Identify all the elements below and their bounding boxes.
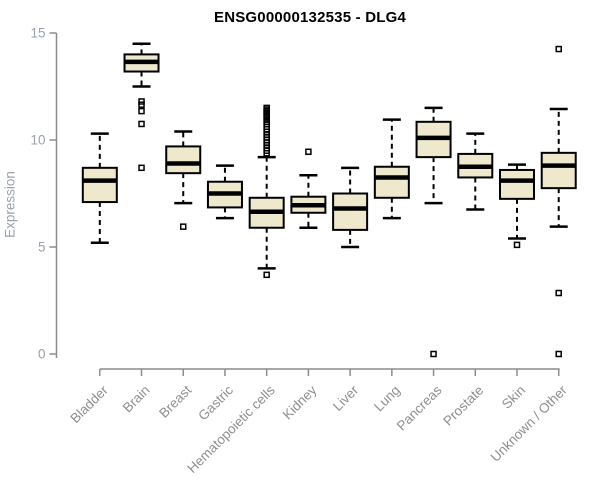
outlier-point — [513, 241, 521, 249]
outlier-point — [555, 350, 562, 358]
boxplot-bladder — [81, 132, 118, 244]
outlier-point — [263, 271, 270, 279]
boxplot-kidney — [290, 148, 327, 229]
iqr-box — [165, 145, 202, 175]
boxplot-breast — [165, 130, 202, 230]
x-tick-label-bladder: Bladder — [67, 382, 111, 426]
y-tick-label: 15 — [30, 26, 45, 41]
boxplot-lung — [373, 118, 410, 220]
iqr-box — [332, 192, 369, 231]
outlier-point — [138, 120, 145, 128]
boxplot-prostate — [457, 132, 494, 211]
chart-title: ENSG00000132535 - DLG4 — [213, 9, 406, 26]
x-tick-label-unknown-other: Unknown / Other — [488, 382, 571, 465]
iqr-box — [81, 166, 118, 204]
x-tick-label-breast: Breast — [156, 382, 194, 420]
outlier-point — [138, 101, 145, 108]
x-tick-label-lung: Lung — [371, 383, 403, 415]
iqr-box — [373, 165, 410, 199]
outlier-point — [555, 289, 562, 297]
boxplot-hematopoietic-cells — [248, 104, 285, 279]
boxplot-skin — [499, 163, 535, 249]
outlier-point — [179, 223, 187, 230]
x-tick-label-brain: Brain — [120, 383, 153, 416]
outlier-point — [263, 150, 270, 157]
y-tick-label: 5 — [38, 240, 46, 255]
x-tick-label-gastric: Gastric — [195, 382, 236, 423]
y-tick-label: 0 — [38, 347, 46, 362]
x-tick-label-skin: Skin — [499, 383, 528, 412]
outlier-point — [555, 45, 562, 53]
y-axis: 0 5 10 15 — [30, 26, 58, 362]
boxplot-brain — [123, 42, 160, 172]
outlier-point — [138, 164, 145, 172]
outlier-point — [138, 107, 145, 115]
outlier-point — [430, 350, 437, 358]
boxplot-liver — [332, 166, 369, 249]
iqr-box — [540, 151, 577, 190]
y-tick-label: 10 — [30, 133, 45, 148]
boxplot-unknown-other — [540, 45, 577, 358]
x-tick-label-liver: Liver — [330, 382, 362, 414]
x-tick-label-pancreas: Pancreas — [394, 382, 445, 433]
iqr-box — [499, 168, 535, 200]
boxplot-gastric — [206, 164, 243, 220]
outlier-point — [305, 148, 312, 156]
x-tick-label-prostate: Prostate — [440, 383, 486, 429]
boxplot-pancreas — [415, 106, 452, 358]
x-tick-label-kidney: Kidney — [280, 382, 320, 422]
